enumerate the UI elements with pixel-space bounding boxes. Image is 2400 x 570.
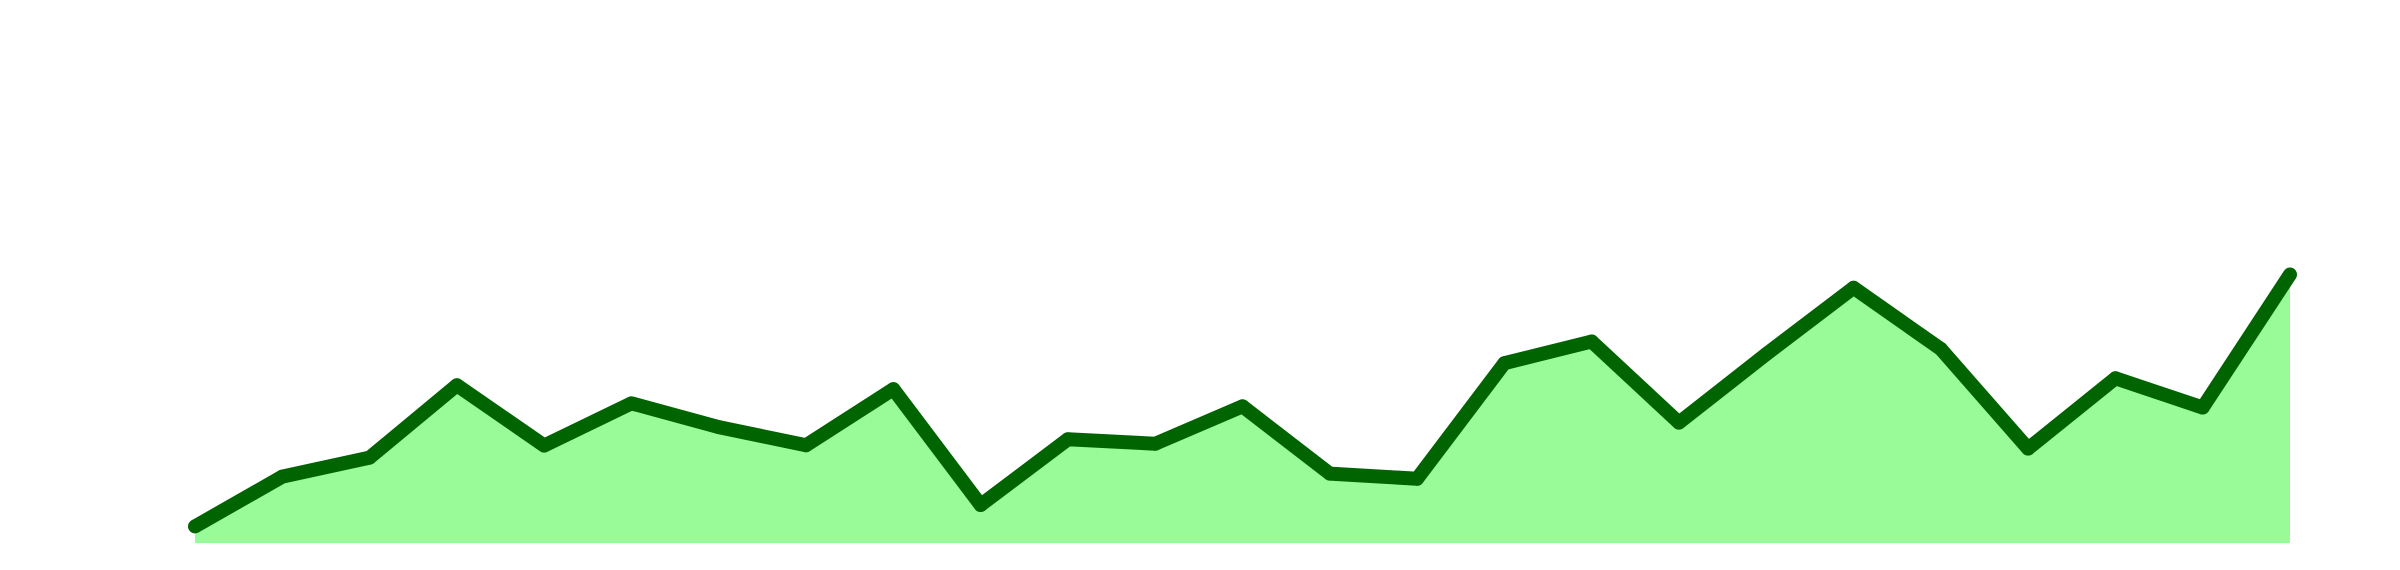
data-point-3 [362,450,377,465]
data-point-16 [1497,356,1512,371]
data-point-8 [799,438,814,453]
data-point-21 [1933,342,1948,357]
data-point-15 [1410,471,1425,486]
data-point-7 [711,420,726,435]
data-point-4 [449,378,464,393]
data-point-10 [973,497,988,512]
data-point-6 [624,396,639,411]
data-point-12 [1148,436,1163,451]
data-point-1 [188,519,202,534]
data-point-11 [1060,432,1075,447]
data-point-23 [2108,371,2123,386]
plot-area [188,267,2297,543]
data-point-19 [1759,347,1774,362]
data-point-9 [886,382,901,397]
data-point-20 [1846,280,1861,295]
data-point-25 [2283,267,2297,282]
data-point-5 [537,438,552,453]
data-point-17 [1584,334,1599,349]
data-point-18 [1671,415,1686,430]
data-point-24 [2195,400,2210,415]
data-point-13 [1235,399,1250,414]
data-point-2 [275,469,290,484]
data-point-14 [1322,466,1337,481]
data-point-22 [2021,441,2036,456]
